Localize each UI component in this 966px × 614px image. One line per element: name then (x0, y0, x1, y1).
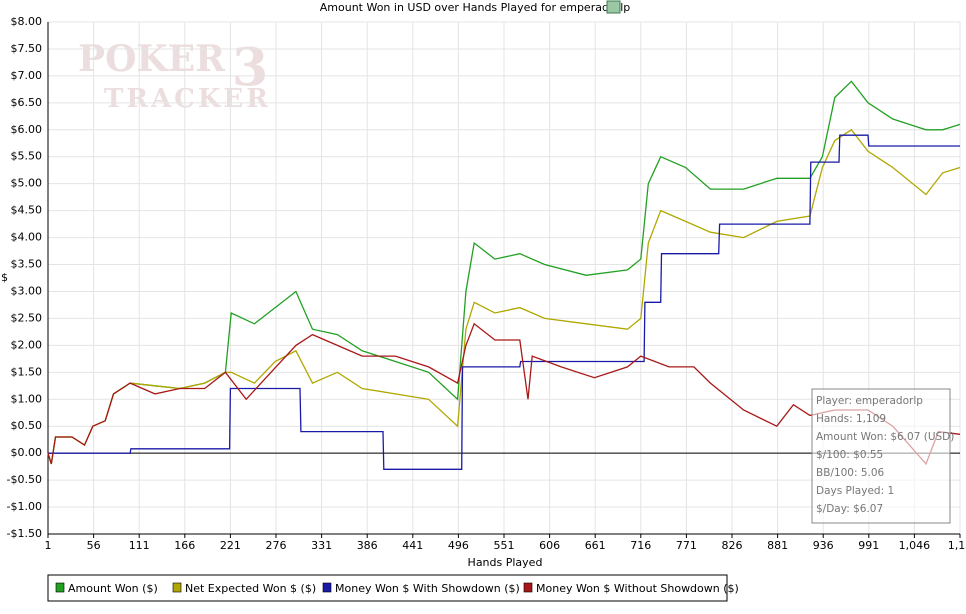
legend-label: Amount Won ($) (68, 582, 158, 595)
watermark: 3 (232, 38, 268, 99)
y-tick-label: -$1.00 (7, 500, 42, 513)
x-tick-label: 166 (174, 539, 195, 552)
legend-swatch (55, 582, 65, 593)
y-tick-label: $2.50 (11, 311, 43, 324)
tooltip-line: Amount Won: $6.07 (USD) (816, 431, 954, 443)
legend-items: Amount Won ($) Net Expected Won $ ($) Mone… (55, 582, 739, 595)
x-tick-label: 111 (129, 539, 150, 552)
y-tick-label: $2.00 (11, 338, 43, 351)
series-line (48, 134, 960, 470)
tooltip-line: BB/100: 5.06 (816, 467, 885, 479)
tooltip-line: $/100: $0.55 (816, 449, 883, 461)
y-tick-label: $3.00 (11, 284, 43, 297)
x-axis-label: Hands Played (468, 556, 543, 569)
watermark: TRACKER (104, 84, 271, 114)
x-tick-label: 386 (357, 539, 378, 552)
x-tick-label: 441 (402, 539, 423, 552)
legend-swatch (523, 582, 533, 593)
y-axis-label: $ (1, 271, 8, 284)
y-tick-label: $0.00 (11, 446, 43, 459)
tooltip-line: Hands: 1,109 (816, 413, 886, 425)
legend (47, 574, 728, 602)
x-tick-label: 551 (494, 539, 515, 552)
x-tick-label: 881 (767, 539, 788, 552)
y-tick-label: $6.00 (11, 123, 43, 136)
y-tick-label: $1.00 (11, 392, 43, 405)
x-tick-label: 661 (585, 539, 606, 552)
x-tick-label: 826 (722, 539, 743, 552)
watermark: POKER (78, 38, 226, 80)
y-tick-label: -$0.50 (7, 473, 42, 486)
y-tick-label: $7.00 (11, 69, 43, 82)
tooltip-box (811, 388, 951, 524)
legend-label: Money Won $ With Showdown ($) (335, 582, 520, 595)
y-tick-label: $5.50 (11, 150, 43, 163)
x-tick-label: 56 (87, 539, 101, 552)
legend-swatch (172, 582, 182, 593)
series-line (47, 322, 961, 466)
x-tick-label: 771 (676, 539, 697, 552)
title-icon (606, 0, 621, 14)
y-tick-label: $6.50 (11, 96, 43, 109)
y-tick-label: $1.50 (11, 365, 43, 378)
x-tick-label: 1,046 (899, 539, 931, 552)
y-tick-label: $4.50 (11, 204, 43, 217)
y-tick-label: $8.00 (11, 15, 43, 28)
legend-label: Net Expected Won $ ($) (185, 582, 316, 595)
y-tick-label: $4.00 (11, 231, 43, 244)
x-tick-label: 606 (539, 539, 560, 552)
tooltip-line: Player: emperadorlp (816, 395, 923, 407)
y-tick-label: $5.00 (11, 177, 43, 190)
y-tick-label: $3.50 (11, 258, 43, 271)
tooltip-line: $/Day: $6.07 (816, 503, 883, 515)
x-tick-label: 1,10 (948, 539, 966, 552)
y-tick-label: $7.50 (11, 42, 43, 55)
legend-label: Money Won $ Without Showdown ($) (536, 582, 739, 595)
x-tick-label: 1 (45, 539, 52, 552)
x-tick-label: 936 (813, 539, 834, 552)
tooltip: Player: emperadorlp Hands: 1,109 Amount Wo… (816, 395, 954, 515)
plot-area: $8.00 $7.50 $7.00 $6.50 $6.00 $5.50 $5.00 $4.50… (7, 15, 966, 552)
x-tick-label: 716 (630, 539, 651, 552)
x-tick-label: 496 (448, 539, 469, 552)
tooltip-line: Days Played: 1 (816, 485, 894, 497)
legend-swatch (322, 582, 332, 593)
x-tick-label: 331 (311, 539, 332, 552)
chart-title: Amount Won in USD over Hands Played for … (320, 1, 630, 14)
x-tick-label: 991 (858, 539, 879, 552)
y-tick-label: $0.50 (11, 419, 43, 432)
y-tick-label: -$1.50 (7, 527, 42, 540)
x-tick-label: 276 (266, 539, 287, 552)
x-tick-label: 221 (220, 539, 241, 552)
